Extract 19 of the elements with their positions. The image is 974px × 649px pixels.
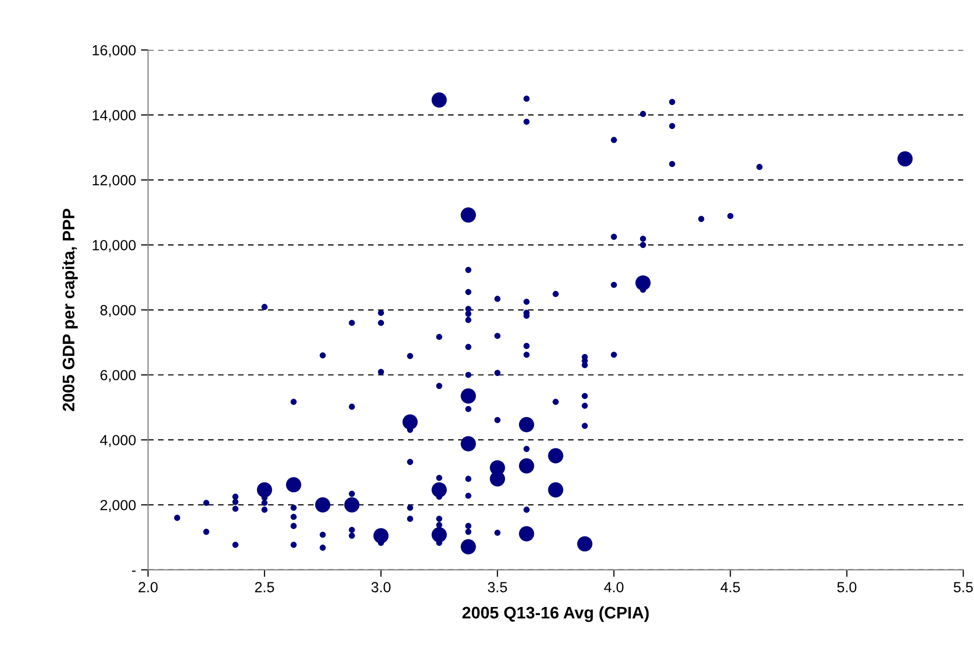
x-tick-label: 5.5 xyxy=(954,582,973,592)
y-tick-label: - xyxy=(132,570,136,572)
x-tick-label: 5.0 xyxy=(837,582,856,592)
y-tick-label: 6,000 xyxy=(100,370,136,382)
y-tick-label: 10,000 xyxy=(92,240,136,252)
x-tick-label: 2.5 xyxy=(255,582,274,592)
y-axis-title: 2005 GDP per capita, PPP xyxy=(62,208,78,412)
y-tick-label: 12,000 xyxy=(92,175,136,188)
y-tick-label: 4,000 xyxy=(100,434,136,448)
x-tick-label: 2.0 xyxy=(138,582,158,592)
x-tick-label: 4.5 xyxy=(720,582,740,592)
y-tick-label: 16,000 xyxy=(92,45,136,58)
y-tick-label: 2,000 xyxy=(100,500,136,512)
y-tick-label: 14,000 xyxy=(92,110,136,122)
x-tick-label: 3.5 xyxy=(488,582,507,592)
y-tick-label: 8,000 xyxy=(100,305,136,318)
x-tick-label: 3.0 xyxy=(371,582,391,592)
x-tick-label: 4.0 xyxy=(604,582,624,592)
x-axis-title: 2005 Q13-16 Avg (CPIA) xyxy=(462,606,649,622)
